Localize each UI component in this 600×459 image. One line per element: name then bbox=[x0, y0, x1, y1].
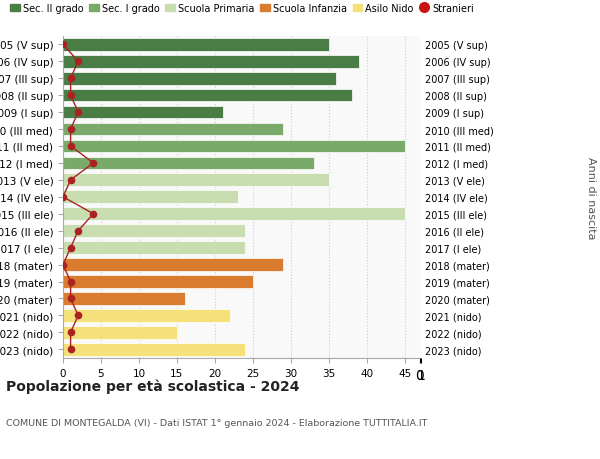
Bar bbox=[63, 259, 283, 271]
Bar bbox=[63, 191, 238, 204]
Bar bbox=[63, 343, 245, 356]
Bar bbox=[63, 39, 329, 51]
Text: Popolazione per età scolastica - 2024: Popolazione per età scolastica - 2024 bbox=[6, 379, 299, 393]
Legend: Sec. II grado, Sec. I grado, Scuola Primaria, Scuola Infanzia, Asilo Nido, Stran: Sec. II grado, Sec. I grado, Scuola Prim… bbox=[6, 0, 478, 18]
Bar bbox=[63, 242, 245, 254]
Bar bbox=[63, 90, 352, 102]
Bar bbox=[63, 326, 177, 339]
Bar bbox=[63, 275, 253, 288]
Bar bbox=[63, 106, 223, 119]
Bar bbox=[63, 73, 337, 85]
Bar bbox=[63, 123, 283, 136]
Bar bbox=[63, 157, 314, 170]
Bar bbox=[63, 174, 329, 187]
Bar bbox=[63, 56, 359, 68]
Bar bbox=[63, 208, 405, 221]
Bar bbox=[63, 225, 245, 238]
Text: Anni di nascita: Anni di nascita bbox=[586, 156, 596, 239]
Bar bbox=[63, 140, 405, 153]
Text: COMUNE DI MONTEGALDA (VI) - Dati ISTAT 1° gennaio 2024 - Elaborazione TUTTITALIA: COMUNE DI MONTEGALDA (VI) - Dati ISTAT 1… bbox=[6, 418, 427, 427]
Bar bbox=[63, 309, 230, 322]
Bar bbox=[63, 292, 185, 305]
